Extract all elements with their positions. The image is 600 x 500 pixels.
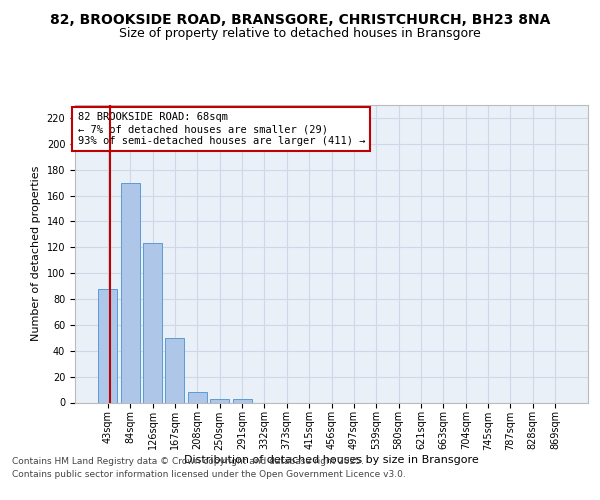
Bar xyxy=(121,182,140,402)
Text: Contains public sector information licensed under the Open Government Licence v3: Contains public sector information licen… xyxy=(12,470,406,479)
Bar xyxy=(143,244,162,402)
Bar xyxy=(210,398,229,402)
X-axis label: Distribution of detached houses by size in Bransgore: Distribution of detached houses by size … xyxy=(184,455,479,465)
Text: 82 BROOKSIDE ROAD: 68sqm
← 7% of detached houses are smaller (29)
93% of semi-de: 82 BROOKSIDE ROAD: 68sqm ← 7% of detache… xyxy=(77,112,365,146)
Bar xyxy=(188,392,207,402)
Text: Size of property relative to detached houses in Bransgore: Size of property relative to detached ho… xyxy=(119,28,481,40)
Bar xyxy=(98,288,118,403)
Y-axis label: Number of detached properties: Number of detached properties xyxy=(31,166,41,342)
Text: 82, BROOKSIDE ROAD, BRANSGORE, CHRISTCHURCH, BH23 8NA: 82, BROOKSIDE ROAD, BRANSGORE, CHRISTCHU… xyxy=(50,12,550,26)
Text: Contains HM Land Registry data © Crown copyright and database right 2025.: Contains HM Land Registry data © Crown c… xyxy=(12,458,364,466)
Bar xyxy=(233,398,251,402)
Bar xyxy=(166,338,184,402)
